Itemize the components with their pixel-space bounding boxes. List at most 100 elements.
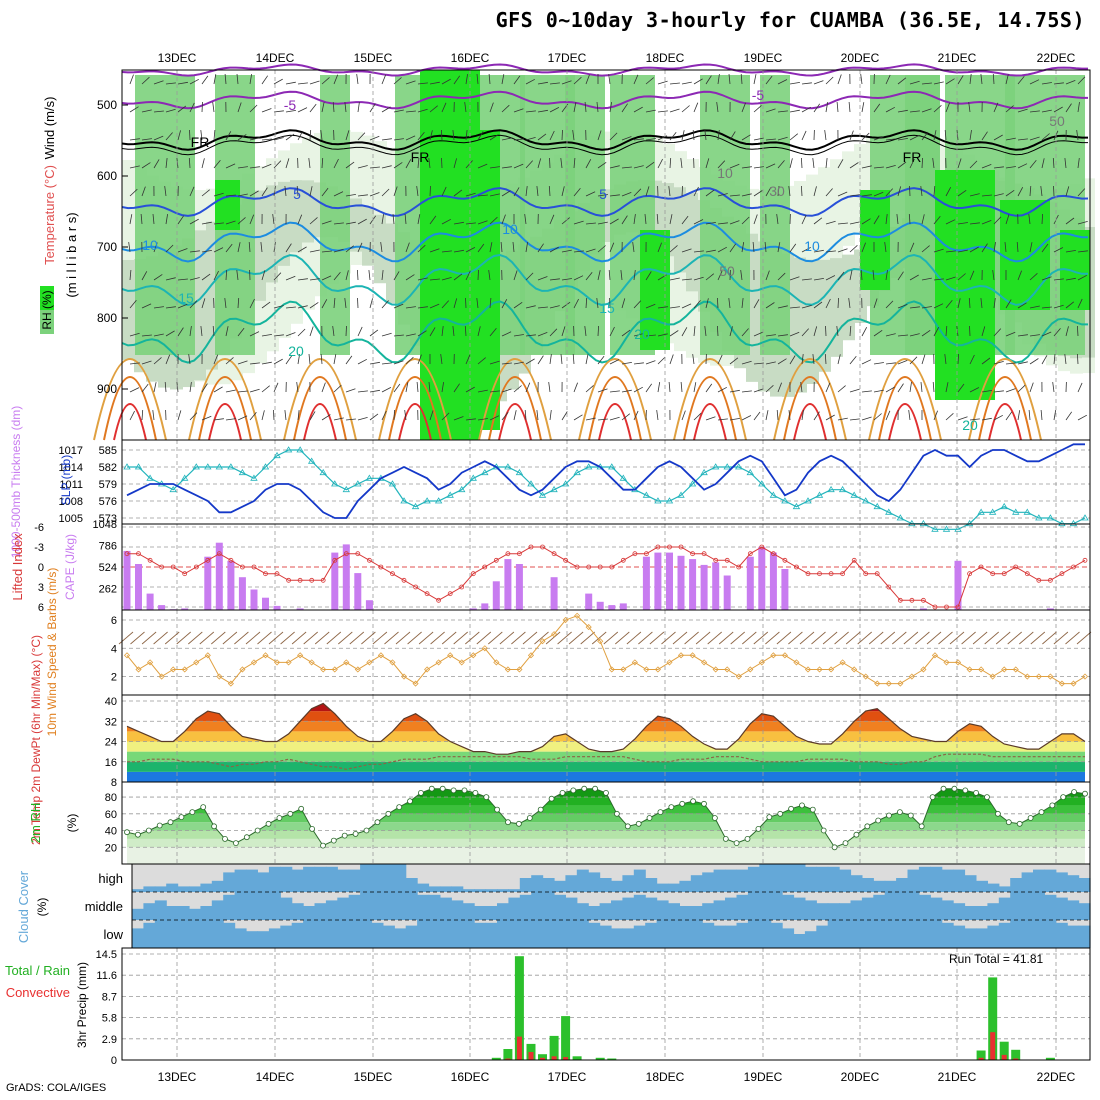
upper-wind-barb [501, 214, 506, 225]
lifted-index-point [828, 571, 834, 577]
wind10-speed-point [562, 616, 569, 624]
thickness-tick-label: 582 [99, 462, 117, 474]
temp-tick-label: 40 [105, 696, 117, 708]
temperature-contour [121, 63, 1088, 77]
cloud-cell [291, 922, 304, 948]
wind10-barb [857, 631, 872, 645]
upper-wind-barb [645, 109, 656, 113]
cloud-cell [702, 903, 715, 920]
upper-wind-barb [236, 270, 239, 281]
temperature-contour [121, 300, 1088, 364]
cloud-cell [633, 925, 646, 948]
upper-wind-barb [692, 129, 695, 141]
cloud-cell [554, 894, 566, 920]
upper-wind-barb [872, 270, 875, 281]
grads-credit: GrADS: COLA/IGES [6, 1082, 107, 1094]
upper-wind-barb [524, 409, 527, 421]
upper-wind-barb [993, 102, 999, 113]
upper-wind-barb [945, 299, 953, 309]
upper-wind-barb [201, 298, 206, 309]
upper-wind-barb [201, 273, 211, 281]
wind10-barb [845, 631, 861, 645]
cloud-cell [1078, 925, 1091, 948]
cloud-cell [611, 900, 623, 920]
upper-wind-barb [777, 382, 782, 393]
wind10-speed-point [770, 652, 777, 659]
wind10-speed-point [747, 666, 754, 673]
upper-wind-barb [621, 166, 632, 169]
upper-wind-barb [945, 219, 956, 225]
wind10-speed-point [666, 659, 673, 666]
rh2m-point [537, 806, 544, 813]
upper-wind-barb [585, 271, 593, 281]
cloud-cell [1021, 892, 1034, 920]
upper-wind-barb [777, 358, 787, 365]
wind10-barb [961, 631, 976, 645]
lifted-index-point [690, 551, 695, 557]
upper-wind-barb [393, 109, 404, 113]
rh2m-point [374, 819, 381, 826]
upper-wind-barb [633, 300, 642, 309]
warm-dome-contour [378, 358, 452, 441]
upper-wind-barb [297, 278, 308, 281]
upper-wind-barb [537, 133, 547, 141]
wind10-barb [776, 631, 792, 645]
upper-wind-barb [861, 390, 872, 393]
wind10-speed-point [608, 666, 615, 673]
upper-wind-barb [513, 301, 523, 309]
cloud-cell [337, 897, 350, 920]
upper-wind-barb [429, 327, 436, 337]
upper-wind-barb [225, 357, 234, 365]
rh-green-column [320, 75, 350, 355]
wind10-barb [280, 631, 295, 645]
wind10-speed-point [804, 666, 812, 673]
lifted-index-point [667, 544, 672, 550]
upper-wind-barb [429, 81, 440, 85]
lifted-index-point [540, 544, 545, 550]
wind10-speed-point [458, 659, 465, 666]
wind10-speed-point [1001, 666, 1008, 673]
wind10-barb [545, 631, 561, 645]
wind10-barb [753, 631, 769, 645]
rh2m-unit: (%) [65, 814, 79, 833]
upper-wind-barb [345, 418, 356, 421]
upper-wind-barb [825, 220, 836, 225]
rh2m-point [439, 785, 446, 792]
cloud-cell [132, 889, 144, 892]
upper-wind-barb [705, 298, 709, 309]
cape-bar [238, 577, 246, 610]
temperature-band [127, 761, 1085, 772]
upper-wind-barb [345, 194, 356, 197]
upper-wind-barb [488, 73, 491, 85]
upper-wind-barb [357, 132, 366, 141]
cloud-cell [918, 920, 931, 948]
upper-wind-barb [369, 389, 380, 393]
upper-wind-barb [968, 102, 971, 113]
rh2m-point [712, 815, 718, 821]
upper-wind-barb [237, 415, 248, 421]
upper-wind-barb [765, 187, 772, 197]
cloud-cell [314, 920, 327, 948]
upper-wind-barb [729, 418, 740, 421]
upper-wind-barb [501, 331, 512, 337]
upper-wind-barb [861, 242, 866, 253]
upper-wind-barb [849, 194, 860, 197]
cloud-cell [668, 903, 680, 920]
thickness-point [1000, 502, 1008, 510]
upper-wind-barb [513, 187, 520, 197]
cape-bar [123, 550, 131, 610]
cloud-cell [314, 866, 327, 892]
upper-wind-barb [933, 248, 944, 253]
cape-bar [250, 589, 258, 610]
upper-wind-barb [789, 306, 800, 309]
upper-wind-barb [273, 110, 284, 113]
upper-wind-barb [597, 388, 608, 393]
upper-wind-barb [140, 213, 143, 225]
precip-convective-bar [1001, 1054, 1007, 1060]
upper-wind-barb [633, 165, 644, 169]
upper-wind-barb [1041, 306, 1052, 309]
upper-wind-barb [813, 186, 817, 197]
cloud-cell [257, 872, 270, 892]
upper-wind-barb [765, 410, 769, 421]
upper-wind-barb [164, 381, 167, 393]
